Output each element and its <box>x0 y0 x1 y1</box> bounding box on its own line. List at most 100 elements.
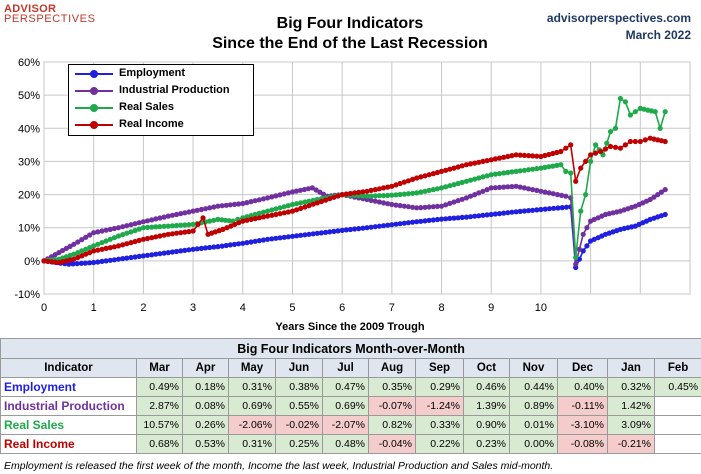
data-point <box>107 236 113 242</box>
y-tick-label: -10% <box>14 289 40 301</box>
data-point <box>140 225 146 231</box>
table-cell: 0.44% <box>509 377 558 397</box>
data-point <box>542 164 548 170</box>
data-point <box>202 245 209 251</box>
data-point <box>576 246 583 252</box>
x-tick-label: 5 <box>289 302 295 314</box>
table-cell: -0.08% <box>557 434 608 454</box>
data-point <box>173 222 180 229</box>
data-point <box>277 211 283 217</box>
data-point <box>115 243 122 249</box>
table-cell: 0.82% <box>368 415 416 435</box>
table-cell: 0.01% <box>509 415 558 435</box>
data-point <box>642 137 648 143</box>
data-point <box>410 219 416 225</box>
data-point <box>136 220 142 226</box>
data-point <box>207 205 213 211</box>
data-point <box>281 191 287 197</box>
data-point <box>509 184 515 190</box>
data-point <box>662 138 668 145</box>
data-point <box>381 200 387 206</box>
data-point <box>207 244 213 251</box>
month-header-may: May <box>228 358 276 378</box>
data-point <box>593 150 599 156</box>
data-point <box>534 166 540 172</box>
data-point <box>149 252 155 258</box>
table-cell: 0.47% <box>322 377 369 397</box>
data-point <box>593 142 599 148</box>
table-cell: 0.00% <box>509 434 558 454</box>
data-point <box>132 254 138 260</box>
data-point <box>173 230 180 236</box>
data-point <box>612 125 619 131</box>
data-point <box>513 183 519 189</box>
data-point <box>95 259 101 265</box>
data-point <box>356 226 362 232</box>
data-point <box>178 248 184 254</box>
x-tick-label: 8 <box>438 302 444 314</box>
data-point <box>310 201 316 207</box>
data-point <box>120 256 126 262</box>
data-point <box>422 204 428 210</box>
data-point <box>120 224 126 230</box>
data-point <box>252 198 258 204</box>
data-point <box>83 234 89 240</box>
logo-line2: PERSPECTIVES <box>4 13 96 25</box>
table-row: Industrial Production 2.87% 0.08% 0.69% 0.55… <box>0 396 701 416</box>
x-tick-label: 1 <box>91 302 97 314</box>
data-point <box>178 222 184 228</box>
table-cell: -0.04% <box>368 434 416 454</box>
data-point <box>588 158 594 164</box>
data-point <box>418 174 424 180</box>
data-point <box>397 191 403 198</box>
data-point <box>455 180 461 187</box>
data-point <box>343 191 349 197</box>
data-point <box>534 187 540 193</box>
data-point <box>364 225 370 231</box>
table-cell: -0.21% <box>607 434 655 454</box>
data-point <box>372 187 378 193</box>
data-point <box>269 236 275 242</box>
data-point <box>165 250 171 256</box>
data-point <box>107 245 113 251</box>
data-point <box>281 210 287 216</box>
data-point <box>149 217 155 223</box>
data-point <box>236 201 242 207</box>
legend-swatch <box>75 121 113 129</box>
data-point <box>372 224 378 230</box>
data-point <box>405 191 411 197</box>
data-point <box>617 145 624 151</box>
data-point <box>573 261 579 267</box>
table-cell <box>653 396 701 416</box>
table-cell: 0.33% <box>415 415 464 435</box>
data-point <box>256 215 262 221</box>
data-point <box>476 213 482 219</box>
data-point <box>297 187 303 193</box>
y-tick-label: 40% <box>18 123 40 135</box>
data-point <box>602 146 609 152</box>
data-point <box>530 187 536 193</box>
data-point <box>153 251 159 257</box>
data-point <box>459 179 465 185</box>
data-point <box>87 245 93 251</box>
data-point <box>455 215 461 221</box>
data-point <box>232 221 238 227</box>
data-point <box>352 190 358 196</box>
data-point <box>405 178 411 184</box>
data-point <box>153 224 159 230</box>
data-point <box>509 169 515 175</box>
data-point <box>157 215 163 221</box>
data-point <box>169 231 175 237</box>
data-point <box>194 207 200 213</box>
data-point <box>538 188 544 194</box>
data-point <box>472 192 478 198</box>
table-header-row: Indicator Mar Apr May Jun Jul Aug Sep Oct Nov Dec… <box>0 358 701 378</box>
data-point <box>385 184 391 190</box>
data-point <box>389 222 395 228</box>
data-point <box>426 172 432 178</box>
data-point <box>546 151 552 158</box>
data-point <box>352 226 358 232</box>
data-point <box>484 173 490 179</box>
data-point <box>202 206 209 212</box>
data-point <box>240 240 246 246</box>
